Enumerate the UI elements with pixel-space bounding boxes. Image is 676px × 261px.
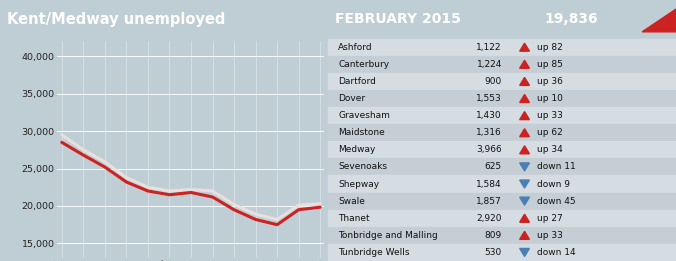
Text: 1,122: 1,122 [477, 43, 502, 52]
Text: 2,920: 2,920 [477, 214, 502, 223]
Polygon shape [520, 60, 529, 68]
Polygon shape [520, 112, 529, 120]
Text: 1,857: 1,857 [476, 197, 502, 206]
Bar [328, 244, 676, 261]
Polygon shape [520, 94, 529, 103]
Bar [328, 141, 676, 158]
Text: down 11: down 11 [537, 162, 575, 171]
Bar [328, 90, 676, 107]
Polygon shape [520, 214, 529, 222]
Text: 3,966: 3,966 [476, 145, 502, 154]
Text: 1,224: 1,224 [477, 60, 502, 69]
Text: up 36: up 36 [537, 77, 562, 86]
Bar [328, 107, 676, 124]
Text: Swale: Swale [338, 197, 365, 206]
Text: 1,584: 1,584 [477, 180, 502, 188]
Text: FEBRUARY 2015: FEBRUARY 2015 [335, 12, 460, 26]
Text: Ashford: Ashford [338, 43, 373, 52]
Text: 530: 530 [485, 248, 502, 257]
Text: up 85: up 85 [537, 60, 562, 69]
Text: up 27: up 27 [537, 214, 562, 223]
Polygon shape [520, 197, 529, 205]
Bar [328, 227, 676, 244]
Bar [328, 158, 676, 175]
Text: 625: 625 [485, 162, 502, 171]
Polygon shape [642, 7, 676, 32]
Polygon shape [520, 180, 529, 188]
Text: Gravesham: Gravesham [338, 111, 390, 120]
Text: down 45: down 45 [537, 197, 575, 206]
Text: Shepway: Shepway [338, 180, 379, 188]
Polygon shape [520, 231, 529, 239]
Bar [328, 39, 676, 56]
Text: Medway: Medway [338, 145, 376, 154]
Text: Thanet: Thanet [338, 214, 370, 223]
Polygon shape [520, 248, 529, 257]
Text: 900: 900 [485, 77, 502, 86]
Text: Dartford: Dartford [338, 77, 376, 86]
Text: Canterbury: Canterbury [338, 60, 389, 69]
Text: Sevenoaks: Sevenoaks [338, 162, 387, 171]
Text: up 33: up 33 [537, 231, 562, 240]
Bar [328, 124, 676, 141]
Text: 809: 809 [485, 231, 502, 240]
Text: up 33: up 33 [537, 111, 562, 120]
Bar [328, 175, 676, 193]
Polygon shape [520, 43, 529, 51]
Text: Dover: Dover [338, 94, 366, 103]
Bar [328, 193, 676, 210]
Text: up 10: up 10 [537, 94, 562, 103]
Text: 1,553: 1,553 [476, 94, 502, 103]
Text: Tunbridge Wells: Tunbridge Wells [338, 248, 410, 257]
Text: up 82: up 82 [537, 43, 562, 52]
Text: down 9: down 9 [537, 180, 570, 188]
Text: Maidstone: Maidstone [338, 128, 385, 137]
Bar [328, 210, 676, 227]
Text: 1,316: 1,316 [476, 128, 502, 137]
Text: Tonbridge and Malling: Tonbridge and Malling [338, 231, 438, 240]
Text: up 62: up 62 [537, 128, 562, 137]
Bar [328, 73, 676, 90]
Text: 1,430: 1,430 [477, 111, 502, 120]
Polygon shape [520, 78, 529, 85]
Text: down 14: down 14 [537, 248, 575, 257]
Polygon shape [520, 146, 529, 154]
Polygon shape [520, 129, 529, 137]
Polygon shape [520, 163, 529, 171]
Bar [328, 56, 676, 73]
Text: Kent/Medway unemployed: Kent/Medway unemployed [7, 12, 225, 27]
Text: 19,836: 19,836 [544, 12, 598, 26]
Text: up 34: up 34 [537, 145, 562, 154]
